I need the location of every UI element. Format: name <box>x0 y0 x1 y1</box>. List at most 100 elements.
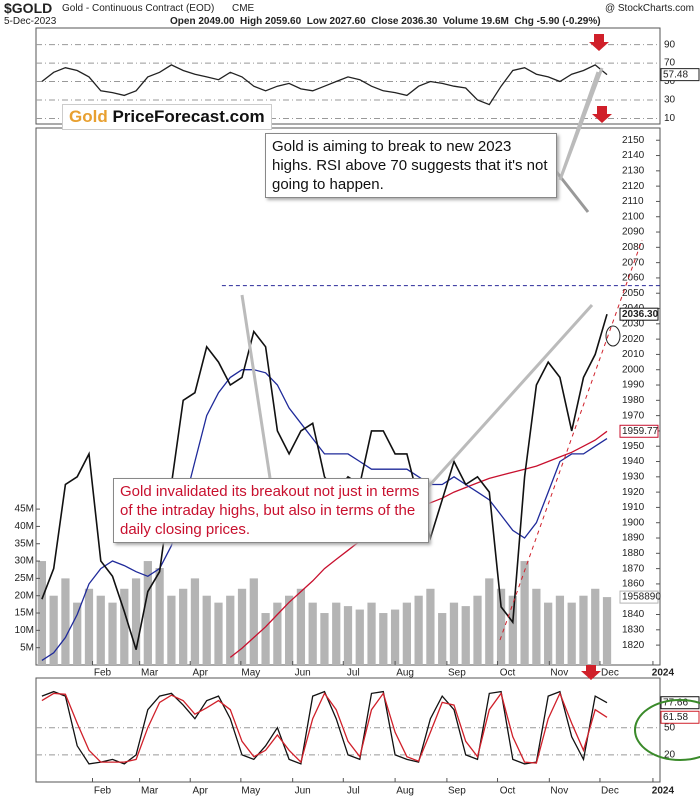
last-value-label: 1958890 <box>622 592 661 603</box>
x-tick-label: Apr <box>192 668 208 679</box>
volume-bar <box>237 588 247 665</box>
volume-bar <box>426 588 435 665</box>
volume-bar <box>390 609 400 665</box>
x-tick-label: Dec <box>601 786 619 797</box>
x-tick-label: Sep <box>448 668 466 679</box>
y2-tick-label: 25M <box>15 573 34 584</box>
annotation: Gold invalidated its breakout not just i… <box>113 478 429 543</box>
volume-bar <box>120 588 129 665</box>
x-tick-label: Aug <box>396 668 414 679</box>
callouts <box>240 34 700 761</box>
x-tick-label: Mar <box>141 786 159 797</box>
x-tick-label: Jul <box>347 786 360 797</box>
volume-bar <box>367 602 376 665</box>
y2-tick-label: 40M <box>15 521 34 532</box>
series-line <box>41 690 608 765</box>
volume-bar <box>308 602 317 665</box>
arrow <box>589 34 609 51</box>
volume-bar <box>414 595 423 665</box>
y-tick-label: 20 <box>664 750 676 761</box>
x-tick-label: Jun <box>295 668 311 679</box>
x-tick-label: Sep <box>448 786 466 797</box>
volume-bar <box>179 588 188 665</box>
y2-tick-label: 5M <box>20 642 34 653</box>
last-value-box <box>660 68 700 82</box>
y-tick-label: 1950 <box>622 441 645 452</box>
x-tick-label: Mar <box>141 668 159 679</box>
volume-bar <box>226 595 235 665</box>
volume-bar <box>108 602 117 665</box>
x-tick-label: Nov <box>550 786 568 797</box>
last-value-label: 2036.30 <box>622 309 659 320</box>
x-tick-label: Feb <box>94 668 112 679</box>
y-tick-label: 2140 <box>622 150 645 161</box>
callout-line <box>426 303 594 489</box>
volume-bar <box>320 613 329 665</box>
y-tick-label: 1990 <box>622 380 645 391</box>
volume-bar <box>167 595 176 665</box>
volume-bar <box>544 602 553 665</box>
y-tick-label: 1940 <box>622 456 645 467</box>
volume-bar <box>532 588 541 665</box>
x-tick-label: Feb <box>94 786 112 797</box>
x-tick-label: Apr <box>192 786 208 797</box>
annotation: Gold is aiming to break to new 2023 high… <box>265 133 557 198</box>
y-tick-label: 2130 <box>622 165 645 176</box>
x-tick-label: May <box>241 786 260 797</box>
volume-bar <box>579 595 588 665</box>
volume-bar <box>496 588 506 665</box>
date: 5-Dec-2023 <box>4 16 57 27</box>
last-value-box <box>660 710 700 724</box>
highlight-ellipse <box>634 699 700 761</box>
x-tick-label: Nov <box>550 668 568 679</box>
symbol: $GOLD <box>4 0 53 16</box>
last-value-box <box>619 307 659 321</box>
volume-bar <box>143 561 152 665</box>
volume-bar <box>96 595 105 665</box>
plot-area <box>37 285 660 665</box>
x-tick-label: May <box>241 668 260 679</box>
y2-tick-label: 15M <box>15 608 34 619</box>
volume-bar <box>332 602 341 665</box>
y-tick-label: 2090 <box>622 227 645 238</box>
volume-bar <box>249 578 258 665</box>
y-tick-label: 1820 <box>622 640 645 651</box>
y-tick-label: 1900 <box>622 517 645 528</box>
x-tick-label: Oct <box>500 786 516 797</box>
volume-bar <box>285 595 294 665</box>
volume-bar <box>343 606 353 665</box>
series-line <box>41 691 608 764</box>
y2-tick-label: 35M <box>15 538 34 549</box>
last-value-label: 61.58 <box>663 712 688 723</box>
volume-bar <box>49 595 58 665</box>
y-tick-label: 2100 <box>622 211 645 222</box>
y-tick-label: 1870 <box>622 563 645 574</box>
y-tick-label: 10 <box>664 113 676 124</box>
y-tick-label: 30 <box>664 95 676 106</box>
x-tick-label: Jun <box>295 786 311 797</box>
y-tick-label: 70 <box>664 58 676 69</box>
volume-bar <box>202 595 211 665</box>
last-value-label: 57.48 <box>663 69 688 80</box>
volume-bar <box>214 602 223 665</box>
quote: Open 2049.00 High 2059.60 Low 2027.60 Cl… <box>170 16 601 27</box>
y-tick-label: 2080 <box>622 242 645 253</box>
volume-bar <box>155 567 164 665</box>
volume-bar <box>591 588 600 665</box>
volume-bar <box>190 578 200 665</box>
y-tick-label: 50 <box>664 76 676 87</box>
y-tick-label: 1970 <box>622 410 645 421</box>
volume-bar <box>273 602 282 665</box>
y-tick-label: 1980 <box>622 395 645 406</box>
volume-bar <box>438 613 447 665</box>
panel <box>35 677 661 783</box>
volume-bar <box>567 602 576 665</box>
y-tick-label: 1860 <box>622 579 645 590</box>
symbol-name: Gold - Continuous Contract (EOD) <box>62 3 215 14</box>
volume-bar <box>61 578 70 665</box>
watermark: @ StockCharts.com <box>604 3 694 14</box>
volume-bar <box>379 613 388 665</box>
volume-bar <box>84 588 94 665</box>
volume-bar <box>473 595 482 665</box>
